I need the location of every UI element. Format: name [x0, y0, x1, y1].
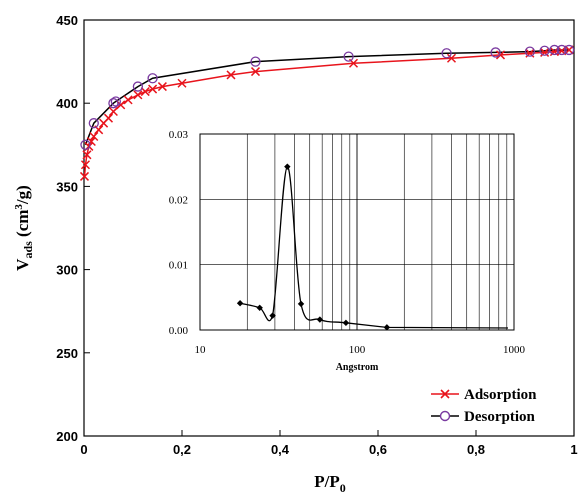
pore-distribution-point	[256, 304, 263, 311]
adsorption-point	[82, 150, 92, 160]
legend-item-adsorption: Adsorption	[431, 387, 537, 403]
inset-y-tick-label: 0.00	[169, 325, 189, 337]
x-tick-label: 0,8	[467, 442, 485, 457]
x-tick-label: 0,4	[271, 442, 290, 457]
inset-axis-ticks: 10 100 1000 0.00 0.01 0.02 0.03	[169, 129, 526, 356]
adsorption-point	[157, 82, 167, 92]
pore-distribution-point	[342, 319, 350, 327]
inset-y-tick-label: 0.01	[169, 260, 188, 272]
desorption-point	[549, 44, 560, 56]
adsorption-point	[250, 67, 261, 77]
desorption-point	[132, 81, 144, 92]
pore-distribution-curve	[239, 166, 509, 329]
desorption-point	[490, 47, 501, 58]
legend-desorption-marker	[439, 410, 451, 422]
desorption-point	[147, 73, 158, 84]
desorption-point	[539, 45, 550, 56]
x-tick-label: 0	[80, 442, 87, 457]
desorption-point	[563, 44, 575, 56]
adsorption-point	[79, 171, 90, 181]
y-axis-title-unit-sup: 3	[13, 204, 25, 210]
legend-item-desorption: Desorption	[431, 409, 535, 425]
desorption-curve	[84, 49, 570, 146]
desorption-point	[343, 51, 354, 62]
adsorption-point	[123, 95, 133, 105]
desorption-point	[108, 98, 119, 109]
legend-adsorption-marker	[440, 389, 450, 399]
inset-grid	[200, 134, 514, 330]
y-tick-label: 400	[56, 96, 78, 111]
x-tick-label: 0,2	[173, 442, 191, 457]
y-tick-label: 250	[56, 346, 78, 361]
adsorption-point	[177, 78, 187, 88]
adsorption-point	[446, 53, 457, 63]
adsorption-point	[564, 45, 574, 55]
x-tick-label: 1	[570, 442, 577, 457]
x-axis-title-sub: 0	[340, 481, 346, 495]
main-axis-ticks: 0 0,2 0,4 0,6 0,8 1 200 250 300 350 400 450	[56, 13, 577, 457]
x-axis-title-main: P/P	[314, 472, 340, 491]
inset-x-tick-label: 10	[195, 344, 207, 356]
adsorption-point	[86, 136, 96, 147]
adsorption-point	[89, 131, 99, 142]
legend-desorption-label: Desorption	[464, 409, 535, 425]
pore-distribution-point	[284, 163, 291, 170]
adsorption-point	[80, 160, 91, 170]
y-tick-label: 350	[56, 179, 78, 194]
pore-distribution-point	[383, 324, 391, 331]
main-series-markers	[79, 44, 575, 181]
y-axis-title-unit-pre: (cm	[13, 210, 32, 242]
pore-distribution-point	[236, 300, 244, 307]
y-tick-label: 300	[56, 263, 78, 278]
inset-x-axis-title: Angstrom	[336, 362, 379, 373]
desorption-point	[110, 96, 121, 107]
desorption-point	[524, 46, 536, 57]
pore-distribution-point	[316, 316, 324, 323]
desorption-point	[556, 44, 567, 56]
inset-series-curve	[239, 166, 509, 329]
desorption-point	[88, 118, 99, 129]
legend: Adsorption Desorption	[431, 387, 537, 425]
y-tick-label: 200	[56, 429, 78, 444]
y-axis-title: Vads (cm3/g)	[13, 185, 35, 271]
adsorption-point	[148, 84, 158, 94]
y-tick-label: 450	[56, 13, 78, 28]
y-axis-title-main: V	[13, 258, 32, 271]
desorption-point	[441, 48, 452, 59]
adsorption-point	[133, 90, 143, 100]
x-tick-label: 0,6	[369, 442, 387, 457]
inset-series-markers	[236, 163, 391, 331]
x-axis-title: P/P0	[314, 472, 346, 495]
inset-x-tick-label: 1000	[503, 344, 526, 356]
y-axis-title-sub: ads	[21, 241, 35, 259]
pore-distribution-point	[269, 312, 276, 319]
desorption-point	[250, 56, 261, 67]
adsorption-point	[140, 87, 150, 97]
inset-y-tick-label: 0.03	[169, 129, 189, 141]
legend-adsorption-label: Adsorption	[464, 387, 537, 403]
inset-x-tick-label: 100	[349, 344, 366, 356]
adsorption-point	[108, 106, 118, 117]
desorption-point	[80, 139, 91, 150]
y-axis-title-unit-post: /g)	[13, 185, 32, 205]
adsorption-point	[495, 50, 506, 60]
inset-y-tick-label: 0.02	[169, 194, 188, 206]
pore-distribution-point	[297, 300, 305, 308]
adsorption-point	[103, 113, 114, 123]
adsorption-point	[226, 70, 236, 80]
